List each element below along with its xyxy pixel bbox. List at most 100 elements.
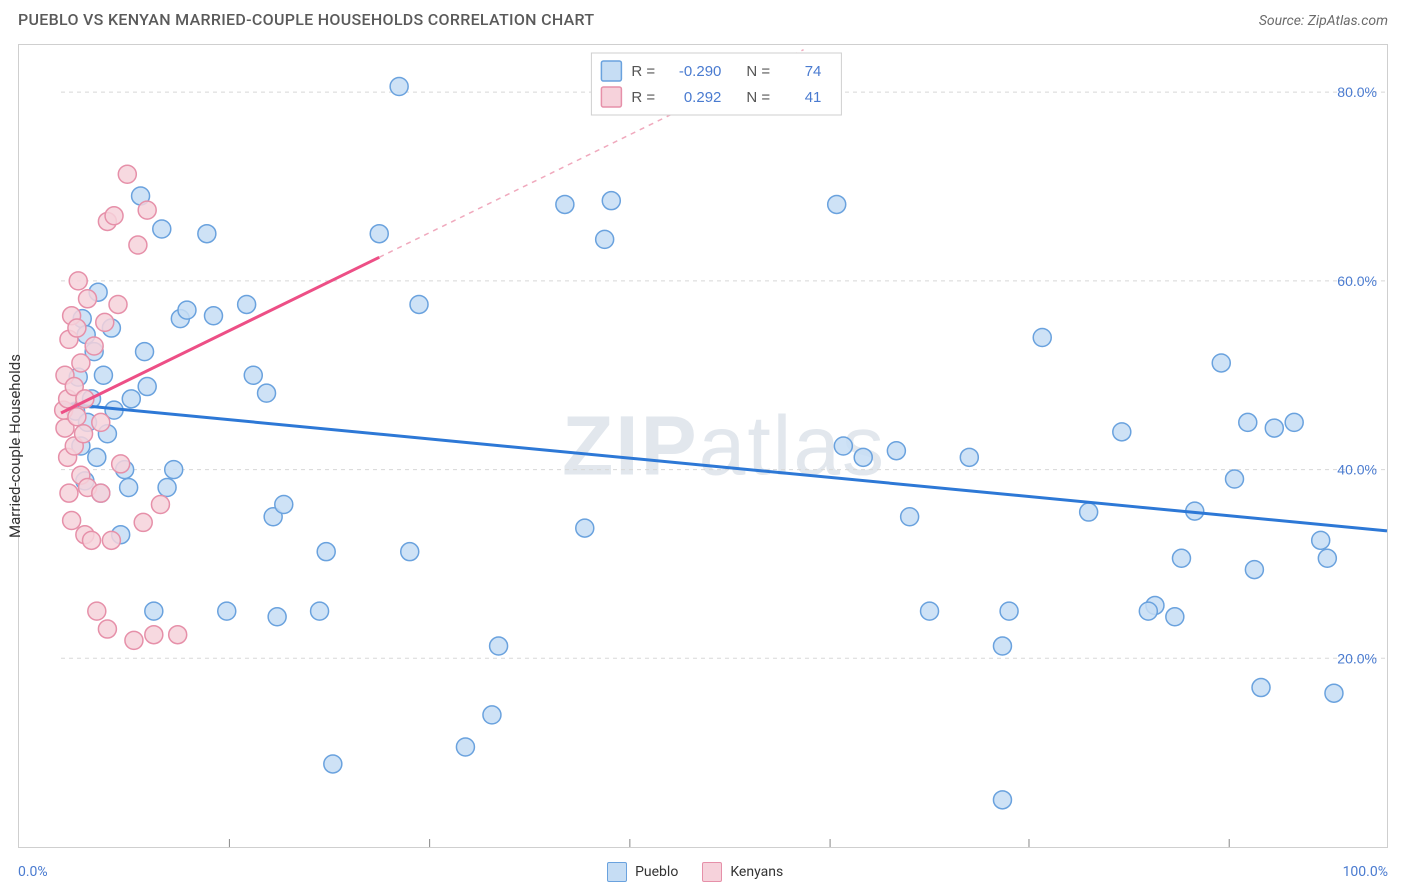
data-point: [602, 192, 620, 210]
data-point: [960, 448, 978, 466]
data-point: [1172, 549, 1190, 567]
data-point: [1325, 684, 1343, 702]
data-point: [401, 543, 419, 561]
data-point: [96, 313, 114, 331]
svg-text:R =: R =: [631, 63, 655, 80]
data-point: [993, 637, 1011, 655]
data-point: [79, 290, 97, 308]
data-point: [63, 512, 81, 530]
plot-area: ZIPatlas 20.0%40.0%60.0%80.0%R =-0.290N …: [61, 45, 1387, 847]
data-point: [92, 413, 110, 431]
bottom-legend: Pueblo Kenyans: [607, 862, 783, 882]
data-point: [204, 307, 222, 325]
svg-text:N =: N =: [746, 63, 770, 80]
data-point: [145, 626, 163, 644]
data-point: [275, 495, 293, 513]
data-point: [134, 513, 152, 531]
chart-source: Source: ZipAtlas.com: [1259, 13, 1388, 29]
scatter-svg: 20.0%40.0%60.0%80.0%R =-0.290N =74R =0.2…: [61, 45, 1387, 847]
data-point: [136, 343, 154, 361]
data-point: [169, 626, 187, 644]
data-point: [596, 230, 614, 248]
data-point: [1285, 413, 1303, 431]
data-point: [125, 631, 143, 649]
data-point: [145, 602, 163, 620]
data-point: [993, 791, 1011, 809]
svg-text:41: 41: [805, 89, 822, 106]
data-point: [887, 442, 905, 460]
data-point: [268, 608, 286, 626]
data-point: [1252, 679, 1270, 697]
data-point: [75, 425, 93, 443]
data-point: [138, 201, 156, 219]
data-point: [901, 508, 919, 526]
data-point: [311, 602, 329, 620]
y-tick-label: 80.0%: [1337, 84, 1377, 100]
data-point: [178, 301, 196, 319]
data-point: [68, 408, 86, 426]
data-point: [118, 165, 136, 183]
svg-text:0.292: 0.292: [684, 89, 722, 106]
legend-label: Kenyans: [730, 864, 783, 880]
data-point: [410, 295, 428, 313]
data-point: [1265, 419, 1283, 437]
data-point: [120, 479, 138, 497]
x-axis-min-label: 0.0%: [18, 864, 48, 880]
data-point: [158, 479, 176, 497]
chart-frame: Married-couple Households ZIPatlas 20.0%…: [18, 44, 1388, 848]
data-point: [85, 337, 103, 355]
legend-item: Pueblo: [607, 862, 678, 882]
legend-swatch: [702, 862, 722, 882]
data-point: [317, 543, 335, 561]
chart-container: PUEBLO VS KENYAN MARRIED-COUPLE HOUSEHOL…: [0, 0, 1406, 892]
y-axis-label: Married-couple Households: [6, 354, 24, 538]
data-point: [218, 602, 236, 620]
data-point: [1139, 602, 1157, 620]
data-point: [92, 484, 110, 502]
svg-text:R =: R =: [631, 89, 655, 106]
data-point: [88, 448, 106, 466]
data-point: [138, 378, 156, 396]
data-point: [456, 738, 474, 756]
data-point: [483, 706, 501, 724]
data-point: [1000, 602, 1018, 620]
data-point: [151, 495, 169, 513]
data-point: [102, 531, 120, 549]
stats-box: R =-0.290N =74R =0.292N =41: [591, 53, 841, 115]
data-point: [1312, 531, 1330, 549]
y-tick-label: 20.0%: [1337, 650, 1377, 666]
data-point: [828, 195, 846, 213]
data-point: [854, 448, 872, 466]
svg-text:74: 74: [805, 63, 822, 80]
svg-text:N =: N =: [746, 89, 770, 106]
data-point: [370, 225, 388, 243]
data-point: [122, 390, 140, 408]
data-point: [105, 207, 123, 225]
chart-header: PUEBLO VS KENYAN MARRIED-COUPLE HOUSEHOL…: [0, 0, 1406, 35]
data-point: [98, 620, 116, 638]
data-point: [238, 295, 256, 313]
data-point: [69, 272, 87, 290]
data-point: [72, 354, 90, 372]
data-point: [1239, 413, 1257, 431]
data-point: [1226, 470, 1244, 488]
data-point: [390, 78, 408, 96]
data-point: [1113, 423, 1131, 441]
data-point: [490, 637, 508, 655]
chart-title: PUEBLO VS KENYAN MARRIED-COUPLE HOUSEHOL…: [18, 10, 594, 29]
y-tick-label: 60.0%: [1337, 273, 1377, 289]
data-point: [88, 602, 106, 620]
chart-footer: 0.0% PuebloKenyans 100.0%: [18, 862, 1388, 882]
data-point: [576, 519, 594, 537]
data-point: [244, 366, 262, 384]
data-point: [1318, 549, 1336, 567]
y-tick-label: 40.0%: [1337, 462, 1377, 478]
data-point: [82, 531, 100, 549]
data-point: [198, 225, 216, 243]
data-point: [68, 319, 86, 337]
data-point: [1166, 608, 1184, 626]
data-point: [1080, 503, 1098, 521]
data-point: [94, 366, 112, 384]
data-point: [556, 195, 574, 213]
data-point: [921, 602, 939, 620]
